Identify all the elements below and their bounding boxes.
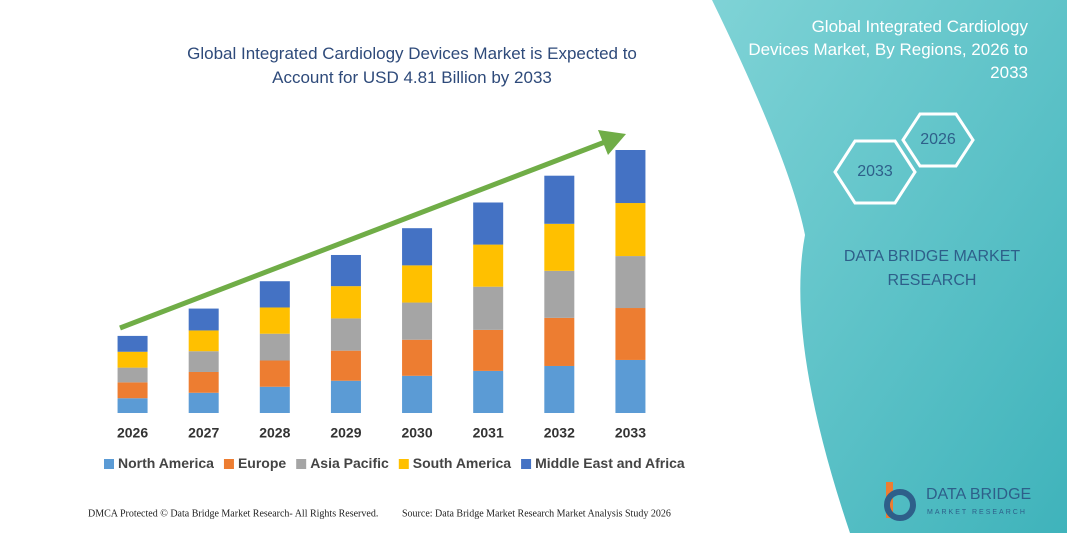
bar-segment [188, 351, 219, 372]
x-tick-label: 2026 [117, 425, 148, 441]
legend-swatch [398, 459, 409, 469]
bar-segment [188, 371, 219, 393]
bar-segment [117, 367, 148, 383]
bar-segment [117, 335, 148, 352]
side-panel [712, 0, 1067, 533]
x-tick-label: 2032 [544, 425, 575, 441]
x-tick-label: 2031 [473, 425, 504, 441]
hex-label: 2033 [857, 163, 893, 180]
legend-label: Europe [238, 455, 286, 471]
bar-segment [117, 351, 148, 368]
x-tick-label: 2030 [401, 425, 432, 441]
logo-mark [884, 489, 916, 521]
bar-segment [473, 244, 504, 287]
bar-segment [544, 317, 575, 366]
logo: DATA BRIDGE MARKET RESEARCH [884, 482, 1031, 521]
bar-segment [259, 307, 290, 334]
bar-segment [544, 270, 575, 318]
hexagon [901, 112, 975, 168]
bar-segment [615, 308, 646, 360]
bar-segment [615, 203, 646, 257]
bar-segment [330, 318, 361, 351]
legend-swatch [104, 459, 114, 469]
bar-segment [330, 350, 361, 381]
bar-segment [615, 359, 646, 413]
legend-swatch [296, 459, 307, 469]
panel-brand: DATA BRIDGE MARKET RESEARCH [844, 248, 1021, 289]
bar-segment [330, 380, 361, 413]
bar-segment [544, 175, 575, 224]
bar-segment [473, 202, 504, 245]
legend-swatch [521, 459, 532, 469]
bar-segment [544, 223, 575, 271]
plot: 2026 2027 2028 2029 2030 2031 2032 2033 North Am… [104, 130, 685, 471]
legend-label: Middle East and Africa [535, 455, 685, 471]
bar-segment [259, 333, 290, 361]
bar-segment [117, 382, 148, 399]
bar-segment [188, 330, 219, 352]
bar-segment [402, 228, 433, 266]
bar-segment [615, 256, 646, 309]
legend-swatch [223, 459, 234, 469]
trend-arrow [119, 139, 606, 331]
x-tick-label: 2028 [259, 425, 290, 441]
bar-segment [544, 365, 575, 413]
bar-segment [330, 254, 361, 287]
logo-tagline: MARKET RESEARCH [927, 509, 1027, 516]
bar-segment [473, 370, 504, 413]
x-tick-label: 2027 [188, 425, 219, 441]
bar-segment [259, 386, 290, 413]
panel-title-text: Global Integrated Cardiology Devices Mark… [748, 17, 1028, 82]
x-tick-label: 2033 [615, 425, 646, 441]
chart-title: Global Integrated Cardiology Devices Mar… [187, 44, 637, 87]
logo-name: DATA BRIDGE [926, 486, 1031, 503]
bar-segment [473, 286, 504, 330]
bar-segment [259, 281, 290, 308]
hex-label: 2026 [920, 131, 956, 148]
bar-segment [259, 360, 290, 387]
footer-right: Source: Data Bridge Market Research Mark… [402, 508, 671, 519]
x-tick-label: 2029 [330, 425, 361, 441]
bar-segment [473, 329, 504, 371]
bar-segment [188, 392, 219, 413]
footer-left: DMCA Protected © Data Bridge Market Rese… [88, 508, 378, 519]
bar-segment [117, 398, 148, 413]
bar-segment [188, 308, 219, 331]
bar-segment [615, 150, 646, 204]
brand-text: DATA BRIDGE MARKET RESEARCH [844, 248, 1021, 289]
legend-label: Asia Pacific [310, 455, 389, 471]
legend-label: South America [413, 455, 511, 471]
panel-title: Global Integrated Cardiology Devices Mark… [748, 17, 1028, 82]
bar-segment [330, 286, 361, 319]
bar-segment [402, 265, 433, 303]
bar-segment [402, 339, 433, 376]
bar-segment [402, 302, 433, 340]
trend-arrowhead [598, 130, 626, 155]
chart-title-text: Global Integrated Cardiology Devices Mar… [187, 44, 637, 87]
bar-segment [402, 375, 433, 413]
legend-label: North America [118, 455, 214, 471]
hexagon [833, 139, 917, 205]
